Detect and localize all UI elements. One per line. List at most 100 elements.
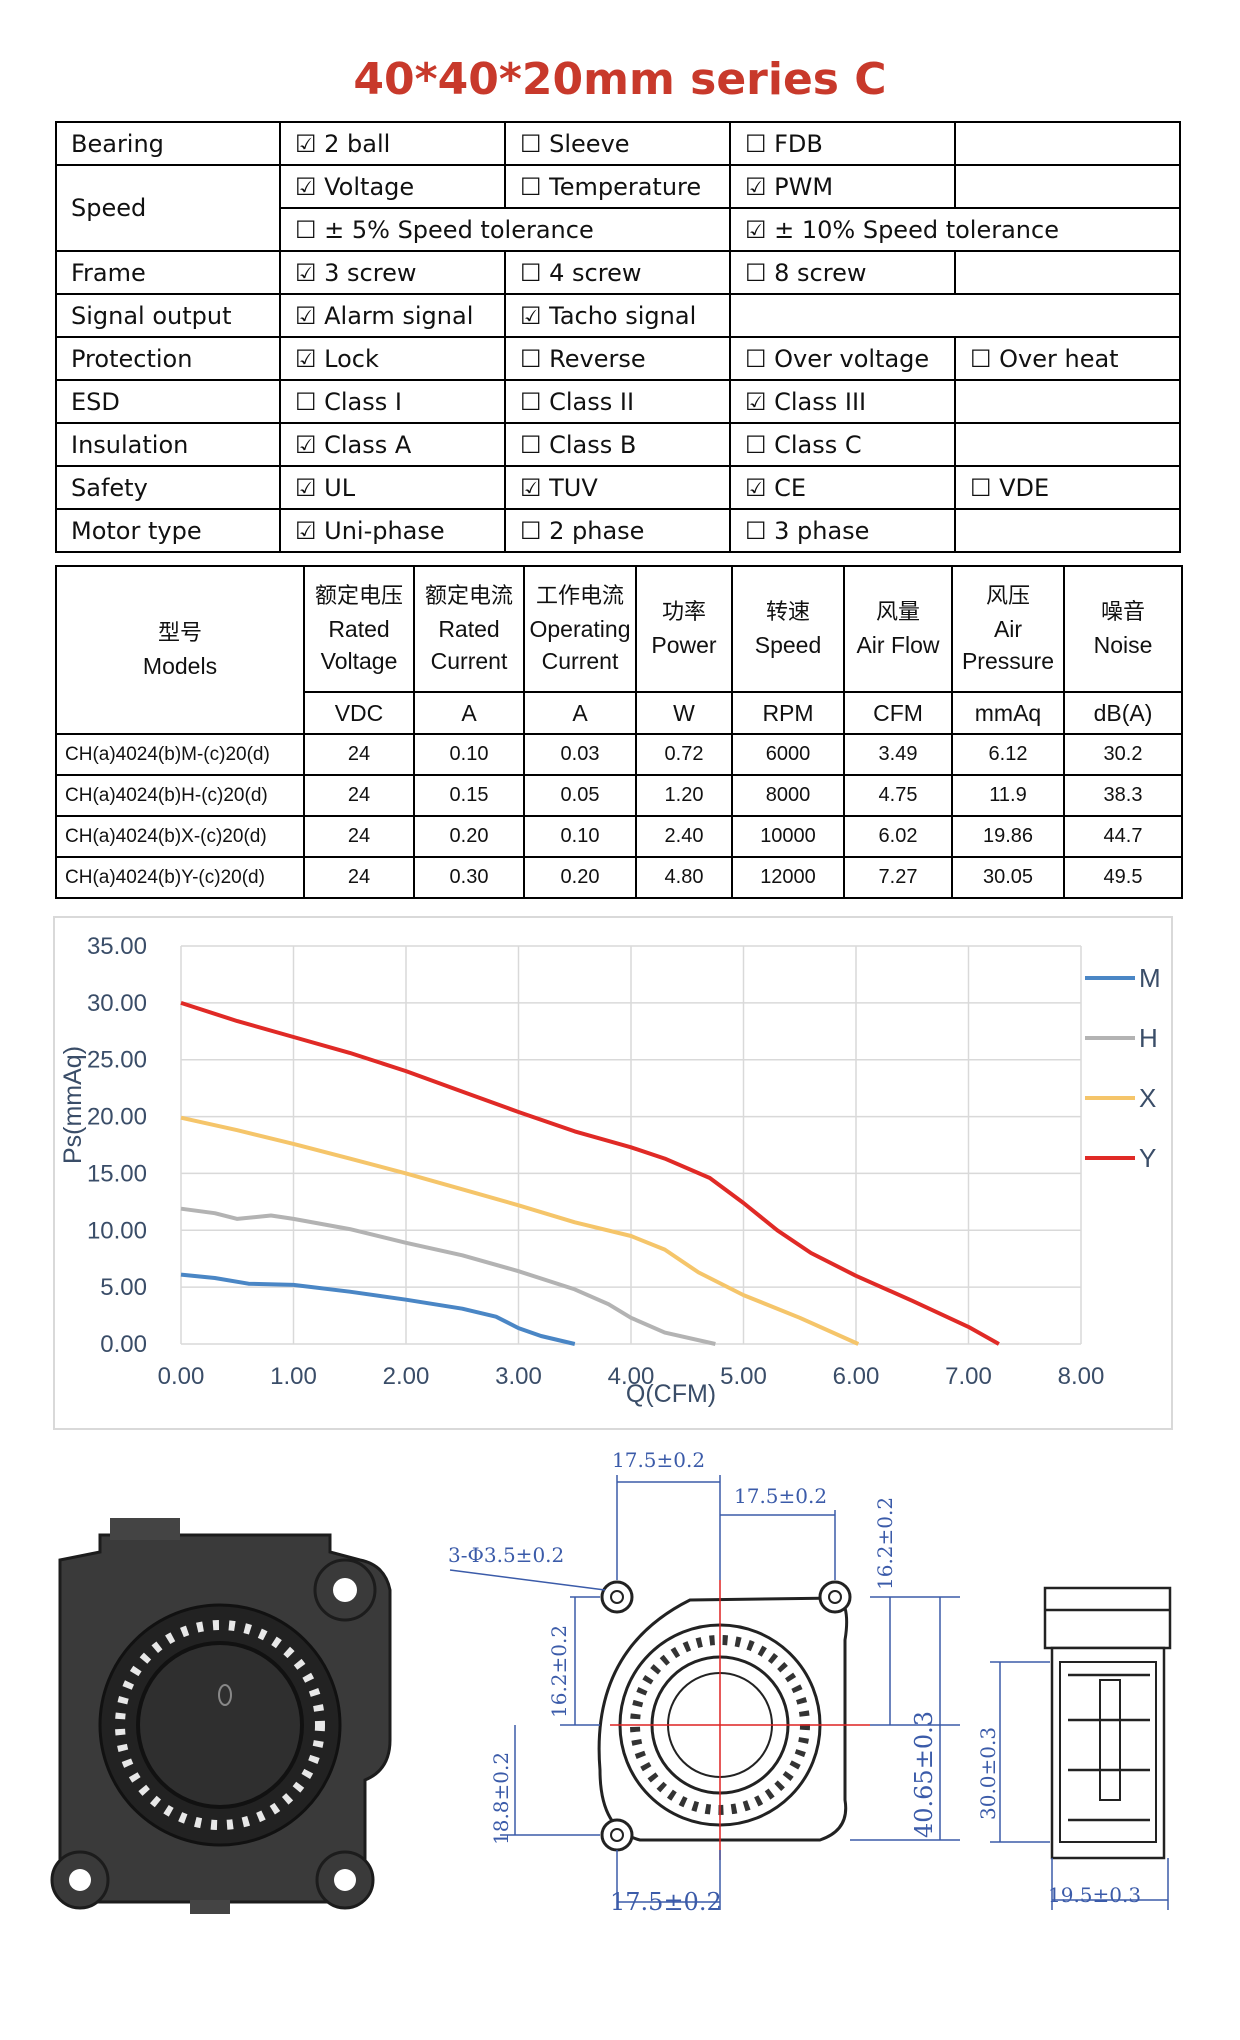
empty-cell (953, 121, 1182, 166)
feature-row-safety: Safety ☑ UL ☑ TUV ☑ CE ☐ VDE (55, 465, 1182, 510)
x-tick-label: 1.00 (270, 1363, 317, 1390)
header-zh: 风压 (985, 584, 1030, 609)
option-class-ii[interactable]: ☐ Class II (503, 379, 731, 424)
empty-cell (728, 293, 1182, 338)
option-5pct-tolerance[interactable]: ☐ ± 5% Speed tolerance (278, 207, 731, 252)
y-tick-label: 0.00 (100, 1331, 147, 1358)
table-row: CH(a)4024(b)M-(c)20(d) 24 0.10 0.03 0.72… (55, 733, 1183, 776)
option-tacho-signal[interactable]: ☑ Tacho signal (503, 293, 731, 338)
series-line-H (180, 1206, 716, 1346)
feature-label: Protection (55, 336, 281, 381)
unit-cell: CFM (843, 691, 953, 735)
option-2-ball[interactable]: ☑ 2 ball (278, 121, 506, 166)
model-cell: CH(a)4024(b)Y-(c)20(d) (55, 856, 305, 899)
dim-label: 40.65±0.3 (910, 1711, 938, 1838)
x-tick-label: 8.00 (1058, 1363, 1105, 1390)
option-4-screw[interactable]: ☐ 4 screw (503, 250, 731, 295)
unit-cell: mmAq (951, 691, 1065, 735)
x-axis-title: Q(CFM) (626, 1380, 716, 1408)
header-zh: 额定电压 (314, 584, 403, 609)
feature-label: Safety (55, 465, 281, 510)
option-10pct-tolerance[interactable]: ☑ ± 10% Speed tolerance (728, 207, 1182, 252)
header-en: Voltage (320, 648, 398, 674)
option-alarm-signal[interactable]: ☑ Alarm signal (278, 293, 506, 338)
y-axis-title: Ps(mmAq) (59, 1046, 87, 1164)
header-en: Current (541, 648, 619, 674)
option-over-voltage[interactable]: ☐ Over voltage (728, 336, 956, 381)
option-tuv[interactable]: ☑ TUV (503, 465, 731, 510)
y-tick-label: 10.00 (87, 1217, 147, 1244)
data-cell: 30.2 (1063, 733, 1183, 776)
option-8-screw[interactable]: ☐ 8 screw (728, 250, 956, 295)
header-en: Air (993, 616, 1023, 642)
feature-label: Frame (55, 250, 281, 295)
option-class-iii[interactable]: ☑ Class III (728, 379, 956, 424)
data-cell: 3.49 (843, 733, 953, 776)
unit-cell: RPM (731, 691, 845, 735)
header-speed: 转速 Speed (731, 565, 845, 693)
unit-cell: A (523, 691, 637, 735)
table-row: CH(a)4024(b)Y-(c)20(d) 24 0.30 0.20 4.80… (55, 856, 1183, 899)
table-row: CH(a)4024(b)X-(c)20(d) 24 0.20 0.10 2.40… (55, 815, 1183, 858)
option-class-i[interactable]: ☐ Class I (278, 379, 506, 424)
data-cell: 0.05 (523, 774, 637, 817)
x-tick-label: 2.00 (383, 1363, 430, 1390)
dim-label: 30.0±0.3 (976, 1727, 1000, 1820)
legend-label-Y: Y (1139, 1143, 1156, 1173)
option-ce[interactable]: ☑ CE (728, 465, 956, 510)
series-line-Y (180, 1000, 1000, 1346)
option-lock[interactable]: ☑ Lock (278, 336, 506, 381)
data-cell: 44.7 (1063, 815, 1183, 858)
data-cell: 11.9 (951, 774, 1065, 817)
option-sleeve[interactable]: ☐ Sleeve (503, 121, 731, 166)
header-en: Air Flow (856, 632, 940, 658)
option-temperature[interactable]: ☐ Temperature (503, 164, 731, 209)
data-cell: 0.20 (523, 856, 637, 899)
y-tick-label: 25.00 (87, 1047, 147, 1074)
option-uni-phase[interactable]: ☑ Uni-phase (278, 508, 506, 553)
legend-label-X: X (1139, 1083, 1156, 1113)
option-class-b[interactable]: ☐ Class B (503, 422, 731, 467)
option-3-screw[interactable]: ☑ 3 screw (278, 250, 506, 295)
x-tick-label: 4.00 (608, 1363, 655, 1390)
option-over-heat[interactable]: ☐ Over heat (953, 336, 1182, 381)
spec-unit-row: VDC A A W RPM CFM mmAq dB(A) (56, 691, 1183, 735)
data-cell: 8000 (731, 774, 845, 817)
option-vde[interactable]: ☐ VDE (953, 465, 1182, 510)
model-cell: CH(a)4024(b)X-(c)20(d) (55, 815, 305, 858)
x-tick-label: 3.00 (495, 1363, 542, 1390)
data-cell: 4.80 (635, 856, 733, 899)
header-en: Current (430, 648, 508, 674)
header-en: Rated (438, 616, 500, 642)
x-tick-label: 5.00 (720, 1363, 767, 1390)
dim-label: 17.5±0.2 (734, 1484, 827, 1508)
x-tick-label: 0.00 (158, 1363, 205, 1390)
x-tick-label: 6.00 (833, 1363, 880, 1390)
pq-chart: 0.00 1.00 2.00 3.00 4.00 5.00 6.00 7.00 8.00 0.00… (53, 916, 1173, 1430)
option-2-phase[interactable]: ☐ 2 phase (503, 508, 731, 553)
option-3-phase[interactable]: ☐ 3 phase (728, 508, 956, 553)
data-cell: 6.02 (843, 815, 953, 858)
data-cell: 0.10 (413, 733, 525, 776)
option-class-a[interactable]: ☑ Class A (278, 422, 506, 467)
option-pwm[interactable]: ☑ PWM (728, 164, 956, 209)
data-cell: 19.86 (951, 815, 1065, 858)
data-cell: 0.15 (413, 774, 525, 817)
data-cell: 1.20 (635, 774, 733, 817)
option-reverse[interactable]: ☐ Reverse (503, 336, 731, 381)
data-cell: 4.75 (843, 774, 953, 817)
header-zh: 转速 (765, 600, 810, 625)
empty-cell (953, 422, 1182, 467)
header-zh: 风量 (875, 600, 920, 625)
option-class-c[interactable]: ☐ Class C (728, 422, 956, 467)
header-air-flow: 风量 Air Flow (843, 565, 953, 693)
option-ul[interactable]: ☑ UL (278, 465, 506, 510)
dim-label: 18.8±0.2 (489, 1752, 513, 1845)
data-cell: 24 (303, 815, 415, 858)
dimension-labels: 17.5±0.2 17.5±0.2 3-Φ3.5±0.2 16.2±0.2 16… (448, 1448, 1141, 1916)
empty-cell (953, 164, 1182, 209)
table-row: CH(a)4024(b)H-(c)20(d) 24 0.15 0.05 1.20… (55, 774, 1183, 817)
option-fdb[interactable]: ☐ FDB (728, 121, 956, 166)
data-cell: 2.40 (635, 815, 733, 858)
option-voltage[interactable]: ☑ Voltage (278, 164, 506, 209)
